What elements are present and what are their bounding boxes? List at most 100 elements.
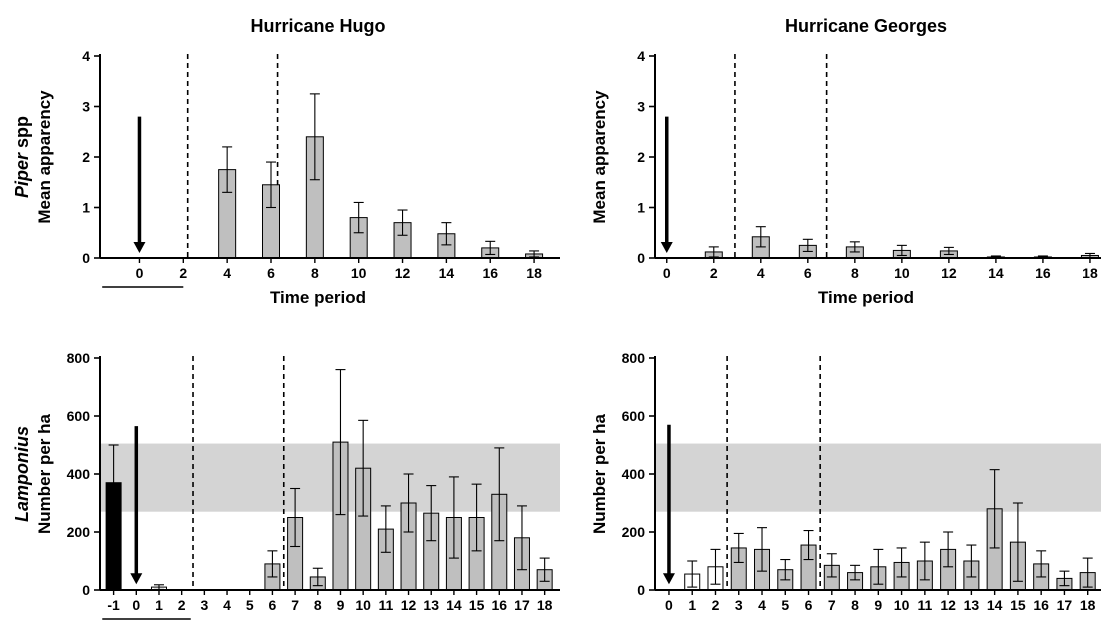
y-axis-label: Number per ha <box>35 413 54 534</box>
arrow-head <box>133 241 146 253</box>
x-tick-label: 14 <box>988 265 1004 281</box>
x-tick-label: 6 <box>804 265 812 281</box>
y-tick-label: 2 <box>637 149 645 165</box>
reference-band <box>655 443 1101 512</box>
y-tick-label: 3 <box>637 99 645 115</box>
x-tick-label: 8 <box>314 597 322 613</box>
x-tick-label: 12 <box>395 265 411 281</box>
taxon-suffix: spp <box>12 116 32 153</box>
x-tick-label: 12 <box>941 265 957 281</box>
x-tick-label: 18 <box>1080 597 1096 613</box>
x-tick-label: 10 <box>894 265 910 281</box>
x-tick-label: 6 <box>267 265 275 281</box>
x-tick-label: 4 <box>758 597 766 613</box>
y-tick-label: 200 <box>622 524 646 540</box>
x-tick-label: 2 <box>178 597 186 613</box>
x-tick-label: 0 <box>663 265 671 281</box>
x-tick-label: 18 <box>1082 265 1098 281</box>
x-tick-label: 2 <box>710 265 718 281</box>
x-tick-label: 15 <box>469 597 485 613</box>
x-tick-label: 4 <box>223 265 231 281</box>
y-tick-label: 0 <box>637 582 645 598</box>
x-tick-label: 0 <box>665 597 673 613</box>
x-tick-label: 8 <box>851 265 859 281</box>
x-tick-label: 2 <box>179 265 187 281</box>
panel-title: Hurricane Hugo <box>250 16 385 36</box>
x-tick-label: 3 <box>200 597 208 613</box>
x-tick-label: 17 <box>514 597 530 613</box>
arrow-head <box>130 573 143 585</box>
x-tick-label: 7 <box>291 597 299 613</box>
x-tick-label: 6 <box>269 597 277 613</box>
y-tick-label: 0 <box>637 250 645 266</box>
x-tick-label: 13 <box>423 597 439 613</box>
x-tick-label: 3 <box>735 597 743 613</box>
x-tick-label: 0 <box>136 265 144 281</box>
x-tick-label: 16 <box>482 265 498 281</box>
y-axis-label: Mean apparency <box>590 90 609 224</box>
y-tick-label: 4 <box>637 48 645 64</box>
x-tick-label: 7 <box>828 597 836 613</box>
x-tick-label: 8 <box>311 265 319 281</box>
x-tick-label: 17 <box>1057 597 1073 613</box>
x-axis-label: Time period <box>270 288 366 307</box>
x-tick-label: 18 <box>526 265 542 281</box>
arrow-head <box>662 573 675 585</box>
x-tick-label: 16 <box>491 597 507 613</box>
y-tick-label: 1 <box>82 200 90 216</box>
x-tick-label: 8 <box>851 597 859 613</box>
x-tick-label: 16 <box>1035 265 1051 281</box>
y-tick-label: 600 <box>67 408 91 424</box>
x-tick-label: 15 <box>1010 597 1026 613</box>
y-axis-taxon-label: Piper spp <box>12 116 32 198</box>
y-tick-label: 1 <box>637 200 645 216</box>
reference-band <box>100 443 560 512</box>
x-tick-label: -1 <box>107 597 120 613</box>
arrow-head <box>660 241 673 253</box>
x-tick-label: 12 <box>401 597 417 613</box>
y-tick-label: 0 <box>82 250 90 266</box>
y-tick-label: 400 <box>622 466 646 482</box>
y-axis-label: Mean apparency <box>35 90 54 224</box>
x-tick-label: 10 <box>355 597 371 613</box>
x-tick-label: 18 <box>537 597 553 613</box>
x-tick-label: 2 <box>712 597 720 613</box>
x-tick-label: 4 <box>223 597 231 613</box>
x-tick-label: 5 <box>246 597 254 613</box>
x-tick-label: 5 <box>781 597 789 613</box>
y-axis-label: Number per ha <box>590 413 609 534</box>
x-tick-label: 10 <box>894 597 910 613</box>
x-tick-label: 14 <box>987 597 1003 613</box>
x-axis-label: Time period <box>818 288 914 307</box>
y-tick-label: 4 <box>82 48 90 64</box>
taxon-name: Piper <box>12 152 32 198</box>
x-tick-label: 1 <box>688 597 696 613</box>
y-tick-label: 800 <box>622 350 646 366</box>
x-tick-label: 4 <box>757 265 765 281</box>
x-tick-label: 14 <box>446 597 462 613</box>
y-tick-label: 0 <box>82 582 90 598</box>
x-tick-label: 11 <box>378 597 393 613</box>
x-tick-label: 0 <box>132 597 140 613</box>
y-tick-label: 400 <box>67 466 91 482</box>
y-tick-label: 800 <box>67 350 91 366</box>
panel-title: Hurricane Georges <box>785 16 947 36</box>
x-tick-label: 12 <box>940 597 956 613</box>
x-tick-label: 10 <box>351 265 367 281</box>
y-axis-taxon-label: Lamponius <box>12 426 32 522</box>
y-tick-label: 200 <box>67 524 91 540</box>
y-tick-label: 2 <box>82 149 90 165</box>
y-tick-label: 600 <box>622 408 646 424</box>
x-tick-label: 14 <box>439 265 455 281</box>
x-tick-label: 6 <box>805 597 813 613</box>
x-tick-label: 9 <box>337 597 345 613</box>
taxon-name: Lamponius <box>12 426 32 522</box>
x-tick-label: 16 <box>1033 597 1049 613</box>
x-tick-label: 11 <box>917 597 932 613</box>
y-tick-label: 3 <box>82 99 90 115</box>
